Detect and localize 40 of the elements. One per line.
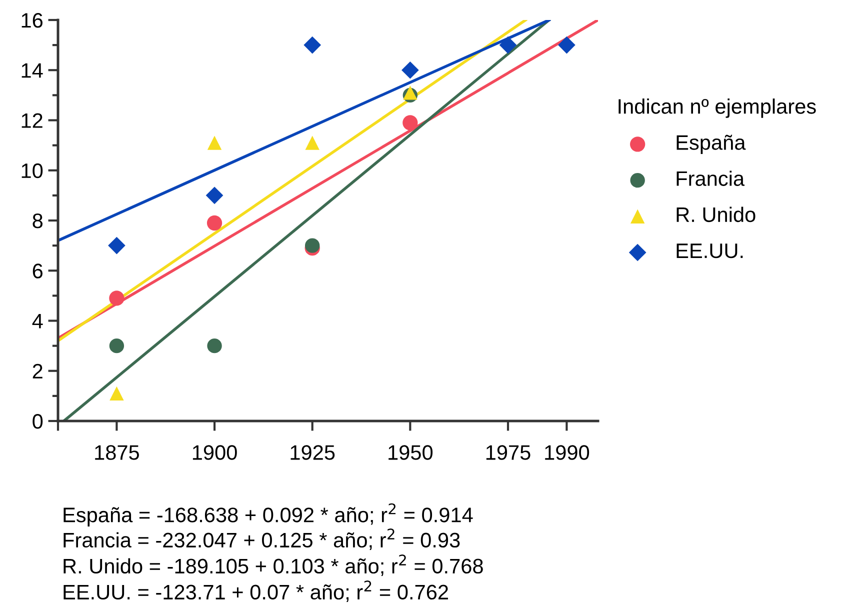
text: España = -168.638 + 0.092 * año; r$^{2}$ = 0.914 bbox=[64, 503, 473, 526]
text: R. Unido = -189.105 + 0.103 * año; r$^{2}$ = 0.768 bbox=[64, 554, 483, 576]
point bbox=[305, 238, 320, 253]
y-tick-label: 14 bbox=[22, 63, 43, 78]
legend-label: Francia bbox=[676, 170, 745, 186]
x-tick-label: 1975 bbox=[486, 445, 530, 460]
point bbox=[109, 338, 124, 354]
point bbox=[207, 338, 222, 354]
y-tick-label: 6 bbox=[32, 264, 42, 278]
x-tick-label: 1900 bbox=[192, 445, 237, 460]
x-tick-label: 1925 bbox=[290, 445, 335, 460]
y-tick-label: 8 bbox=[32, 214, 43, 228]
x-tick-label: 1950 bbox=[388, 445, 433, 460]
y-tick-label: 12 bbox=[22, 113, 42, 128]
text: EE.UU. = -123.71 + 0.07 * año; r$^{2}$ = 0.762 bbox=[64, 580, 448, 602]
x-tick-label: 1990 bbox=[545, 445, 590, 460]
point bbox=[108, 236, 126, 254]
y-tick-label: 2 bbox=[32, 364, 42, 378]
legend-label: España bbox=[676, 134, 746, 154]
point bbox=[110, 386, 124, 401]
y-tick-label: 4 bbox=[32, 314, 43, 328]
point bbox=[206, 186, 224, 204]
point bbox=[206, 215, 222, 231]
point bbox=[499, 36, 517, 54]
point bbox=[109, 290, 124, 306]
y-tick-label: 10 bbox=[22, 163, 43, 178]
legend-label: R. Unido bbox=[676, 206, 756, 222]
text: Francia = -232.047 + 0.125 * año; r$^{2}$ = 0.93 bbox=[64, 528, 460, 550]
point bbox=[403, 86, 418, 100]
y-tick-label: 0 bbox=[32, 414, 43, 429]
point bbox=[402, 115, 418, 130]
legend-label: EE.UU. bbox=[676, 244, 743, 258]
point bbox=[304, 36, 322, 54]
x-tick-label: 1875 bbox=[95, 445, 139, 460]
point bbox=[207, 136, 222, 150]
point bbox=[402, 61, 419, 79]
y-tick-label: 16 bbox=[22, 13, 43, 28]
point bbox=[305, 136, 320, 150]
point bbox=[558, 36, 576, 54]
legend-title: Indican nº ejemplares bbox=[618, 98, 816, 118]
